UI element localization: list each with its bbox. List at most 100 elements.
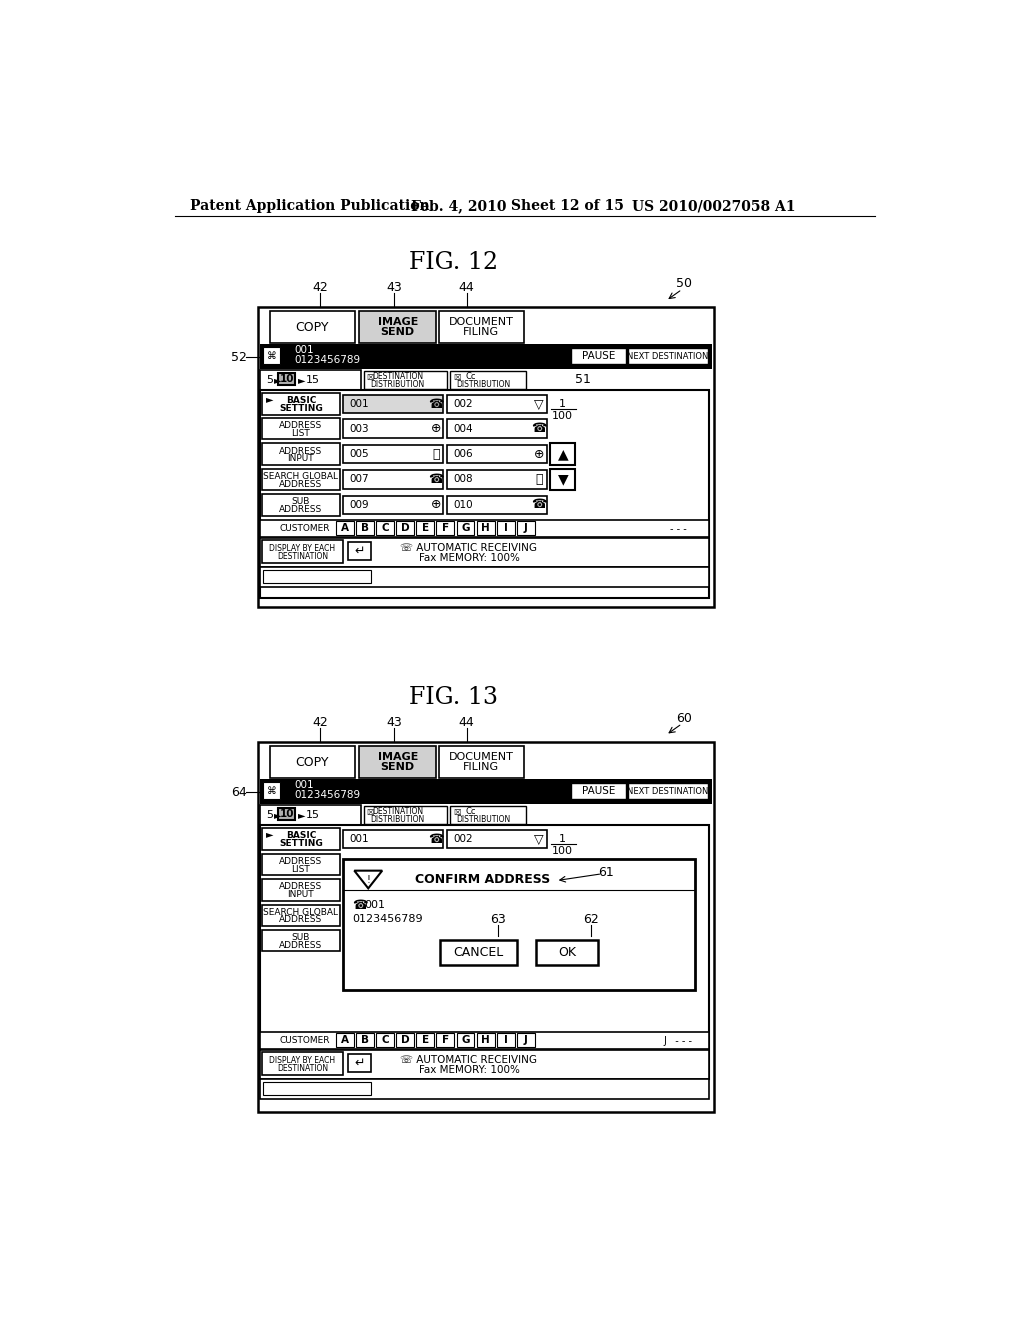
- Text: D: D: [400, 523, 410, 533]
- Text: I: I: [504, 523, 508, 533]
- Text: 43: 43: [386, 717, 401, 730]
- Text: 63: 63: [489, 912, 506, 925]
- Text: DISTRIBUTION: DISTRIBUTION: [456, 814, 510, 824]
- Text: 001: 001: [295, 780, 314, 791]
- Text: Cc: Cc: [465, 807, 475, 816]
- Text: SEARCH GLOBAL: SEARCH GLOBAL: [263, 908, 338, 916]
- Bar: [270, 746, 355, 779]
- Bar: [263, 347, 280, 364]
- Text: INPUT: INPUT: [288, 454, 314, 463]
- Text: 0123456789: 0123456789: [295, 355, 360, 366]
- Text: ⎘: ⎘: [432, 447, 439, 461]
- Text: LIST: LIST: [292, 429, 310, 438]
- Bar: [343, 420, 443, 438]
- Bar: [343, 395, 443, 413]
- Text: 44: 44: [459, 281, 474, 294]
- Bar: [262, 904, 340, 927]
- Bar: [451, 807, 526, 825]
- Text: ⌘: ⌘: [266, 785, 276, 796]
- Text: ☏ AUTOMATIC RECEIVING: ☏ AUTOMATIC RECEIVING: [400, 543, 538, 553]
- Bar: [438, 312, 524, 343]
- Text: SUB: SUB: [292, 498, 310, 507]
- Text: A: A: [341, 523, 348, 533]
- Text: 002: 002: [454, 399, 473, 409]
- Bar: [260, 805, 360, 825]
- Text: IMAGE: IMAGE: [378, 317, 418, 326]
- Text: ADDRESS: ADDRESS: [280, 857, 323, 866]
- Bar: [262, 879, 340, 900]
- Bar: [262, 829, 340, 850]
- Text: 009: 009: [349, 500, 370, 510]
- Text: SEND: SEND: [381, 762, 415, 772]
- Text: ▽: ▽: [534, 397, 544, 411]
- Text: ⊕: ⊕: [430, 422, 441, 436]
- Text: DOCUMENT: DOCUMENT: [449, 751, 514, 762]
- Bar: [262, 393, 340, 414]
- Text: ►: ►: [298, 810, 305, 820]
- Bar: [376, 1034, 394, 1047]
- Text: 001: 001: [295, 345, 314, 355]
- Bar: [517, 521, 535, 535]
- Text: DISTRIBUTION: DISTRIBUTION: [371, 380, 425, 388]
- Polygon shape: [354, 871, 382, 888]
- Text: DOCUMENT: DOCUMENT: [449, 317, 514, 326]
- Bar: [260, 539, 710, 566]
- Bar: [497, 521, 515, 535]
- Bar: [628, 783, 709, 799]
- Bar: [477, 521, 495, 535]
- Text: 001: 001: [349, 399, 370, 409]
- Bar: [279, 374, 295, 385]
- Bar: [343, 496, 443, 515]
- Bar: [364, 371, 447, 389]
- Bar: [343, 859, 695, 990]
- Bar: [262, 469, 340, 490]
- Text: 0123456789: 0123456789: [352, 915, 423, 924]
- Text: 50: 50: [677, 277, 692, 290]
- Text: E: E: [422, 523, 429, 533]
- Text: E: E: [422, 1035, 429, 1045]
- Text: ▼: ▼: [557, 473, 568, 487]
- Text: 001: 001: [365, 900, 385, 911]
- Bar: [396, 521, 414, 535]
- Text: Feb. 4, 2010: Feb. 4, 2010: [411, 199, 507, 213]
- Text: 62: 62: [583, 912, 599, 925]
- Text: 008: 008: [454, 474, 473, 484]
- Text: BASIC: BASIC: [286, 832, 316, 841]
- Text: ☒: ☒: [367, 372, 374, 381]
- Text: 010: 010: [454, 500, 473, 510]
- Text: DESTINATION: DESTINATION: [372, 372, 423, 380]
- Text: SEND: SEND: [381, 326, 415, 337]
- Bar: [343, 830, 443, 849]
- Text: ☒: ☒: [367, 808, 374, 817]
- Bar: [550, 878, 575, 900]
- Text: NEXT DESTINATION: NEXT DESTINATION: [628, 352, 709, 360]
- Text: COPY: COPY: [296, 321, 329, 334]
- Text: 5: 5: [266, 810, 273, 820]
- Text: H: H: [481, 523, 490, 533]
- Bar: [457, 1034, 474, 1047]
- Text: CONFIRM ADDRESS: CONFIRM ADDRESS: [415, 874, 550, 887]
- Text: PAUSE: PAUSE: [582, 787, 615, 796]
- Text: A: A: [341, 1035, 348, 1045]
- Text: B: B: [360, 523, 369, 533]
- Bar: [571, 783, 626, 799]
- Bar: [263, 570, 372, 582]
- Text: LIST: LIST: [292, 865, 310, 874]
- Text: C: C: [381, 1035, 389, 1045]
- Text: ▽: ▽: [534, 833, 544, 846]
- Bar: [571, 348, 626, 364]
- Text: ☎: ☎: [428, 473, 443, 486]
- Text: 006: 006: [454, 449, 473, 459]
- Text: 15: 15: [306, 375, 321, 385]
- Text: INPUT: INPUT: [288, 890, 314, 899]
- Bar: [262, 540, 343, 564]
- Bar: [260, 391, 710, 598]
- Bar: [497, 1034, 515, 1047]
- Bar: [396, 1034, 414, 1047]
- Bar: [356, 521, 374, 535]
- Text: Fax MEMORY: 100%: Fax MEMORY: 100%: [419, 553, 519, 564]
- Bar: [537, 940, 598, 965]
- Bar: [260, 825, 710, 1080]
- Text: SETTING: SETTING: [279, 404, 323, 413]
- Text: ADDRESS: ADDRESS: [280, 479, 323, 488]
